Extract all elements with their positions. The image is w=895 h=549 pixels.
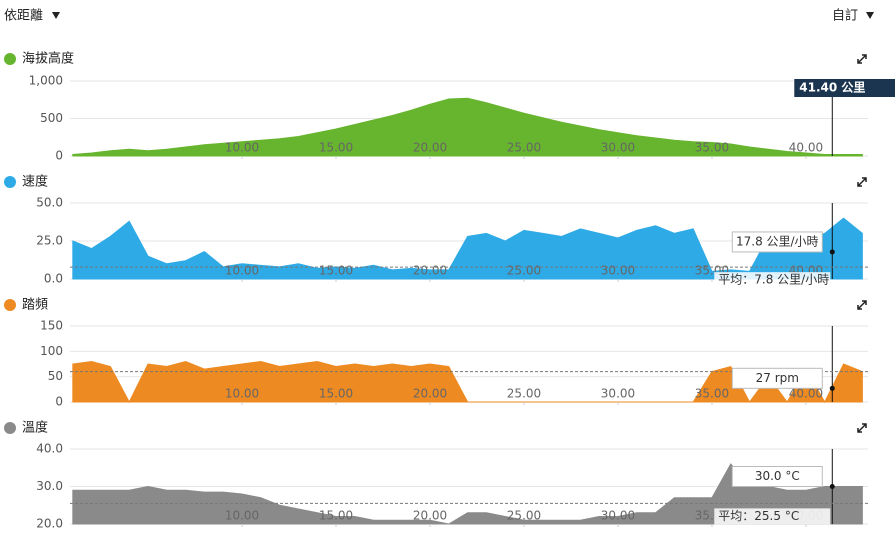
cursor-point — [829, 249, 835, 255]
average-label: 平均：7.8 公里/小時 — [714, 272, 831, 289]
x-tick-label: 10.00 — [225, 387, 259, 401]
y-tick-label: 1,000 — [29, 74, 63, 88]
tooltip-box — [731, 466, 823, 487]
expand-icon[interactable] — [857, 54, 867, 64]
x-tick-label: 15.00 — [319, 264, 353, 278]
cursor-point — [829, 385, 835, 391]
sort-dropdown[interactable]: 依距離 — [4, 9, 43, 24]
expand-icon[interactable] — [857, 300, 867, 310]
x-tick-label: 20.00 — [413, 141, 447, 155]
area-series — [72, 217, 863, 280]
x-tick-label: 15.00 — [319, 141, 353, 155]
y-tick-label: 30.0 — [36, 479, 63, 493]
x-tick-label: 25.00 — [507, 387, 541, 401]
y-tick-label: 25.0 — [36, 234, 63, 248]
x-tick-label: 20.00 — [413, 264, 447, 278]
tooltip: 30.0 °C — [731, 466, 823, 487]
custom-dropdown[interactable]: 自訂 — [832, 8, 858, 24]
legend-dot — [4, 299, 16, 311]
y-tick-label: 0 — [55, 149, 63, 163]
x-tick-label: 35.00 — [695, 141, 729, 155]
legend-dot — [4, 422, 16, 434]
x-tick-label: 15.00 — [319, 509, 353, 523]
tooltip-box — [731, 367, 823, 389]
x-tick-label: 20.00 — [413, 509, 447, 523]
legend-dot — [4, 176, 16, 188]
y-tick-label: 150 — [40, 319, 63, 333]
tooltip-text: 17.8 公里/小時 — [736, 234, 819, 248]
y-tick-label: 0.0 — [44, 272, 63, 286]
cursor-badge-box — [794, 79, 895, 97]
average-label-text: 平均：7.8 公里/小時 — [718, 273, 829, 287]
dropdown-arrow[interactable] — [52, 12, 60, 19]
chart-title: 溫度 — [22, 420, 48, 436]
cursor-badge-text: 41.40 公里 — [799, 80, 865, 95]
x-tick-label: 25.00 — [507, 509, 541, 523]
x-tick-label: 20.00 — [413, 387, 447, 401]
dropdown-arrow[interactable] — [866, 12, 874, 19]
y-tick-label: 50.0 — [36, 196, 63, 210]
y-tick-label: 40.0 — [36, 442, 63, 456]
x-tick-label: 10.00 — [225, 141, 259, 155]
average-label-box — [714, 508, 831, 525]
x-tick-label: 40.00 — [789, 387, 823, 401]
x-tick-label: 25.00 — [507, 264, 541, 278]
legend-dot — [4, 53, 16, 65]
chart-title: 海拔高度 — [22, 51, 74, 67]
x-tick-label: 35.00 — [695, 387, 729, 401]
average-label: 平均：25.5 °C — [714, 508, 831, 525]
x-tick-label: 10.00 — [225, 509, 259, 523]
y-tick-label: 100 — [40, 344, 63, 358]
x-tick-label: 25.00 — [507, 141, 541, 155]
tooltip: 27 rpm — [731, 367, 823, 389]
x-tick-label: 30.00 — [601, 387, 635, 401]
tooltip-text: 30.0 °C — [755, 469, 800, 483]
x-tick-label: 40.00 — [789, 141, 823, 155]
expand-icon[interactable] — [857, 423, 867, 433]
x-tick-label: 30.00 — [601, 264, 635, 278]
average-label-box — [714, 272, 831, 289]
x-tick-label: 30.00 — [601, 509, 635, 523]
area-series — [72, 97, 863, 157]
x-tick-label: 15.00 — [319, 387, 353, 401]
average-label-text: 平均：25.5 °C — [718, 509, 799, 523]
chart-title: 速度 — [22, 174, 48, 190]
chart-title: 踏頻 — [22, 298, 48, 313]
y-tick-label: 0 — [55, 395, 63, 409]
cursor-point — [829, 484, 835, 489]
tooltip: 17.8 公里/小時 — [731, 231, 823, 253]
y-tick-label: 20.0 — [36, 517, 63, 531]
tooltip-box — [731, 231, 823, 253]
expand-icon[interactable] — [857, 177, 867, 187]
x-tick-label: 30.00 — [601, 141, 635, 155]
y-tick-label: 50 — [48, 369, 63, 383]
y-tick-label: 500 — [40, 111, 63, 125]
x-tick-label: 10.00 — [225, 264, 259, 278]
tooltip-text: 27 rpm — [756, 371, 799, 385]
cursor-badge: 41.40 公里 — [794, 79, 895, 97]
